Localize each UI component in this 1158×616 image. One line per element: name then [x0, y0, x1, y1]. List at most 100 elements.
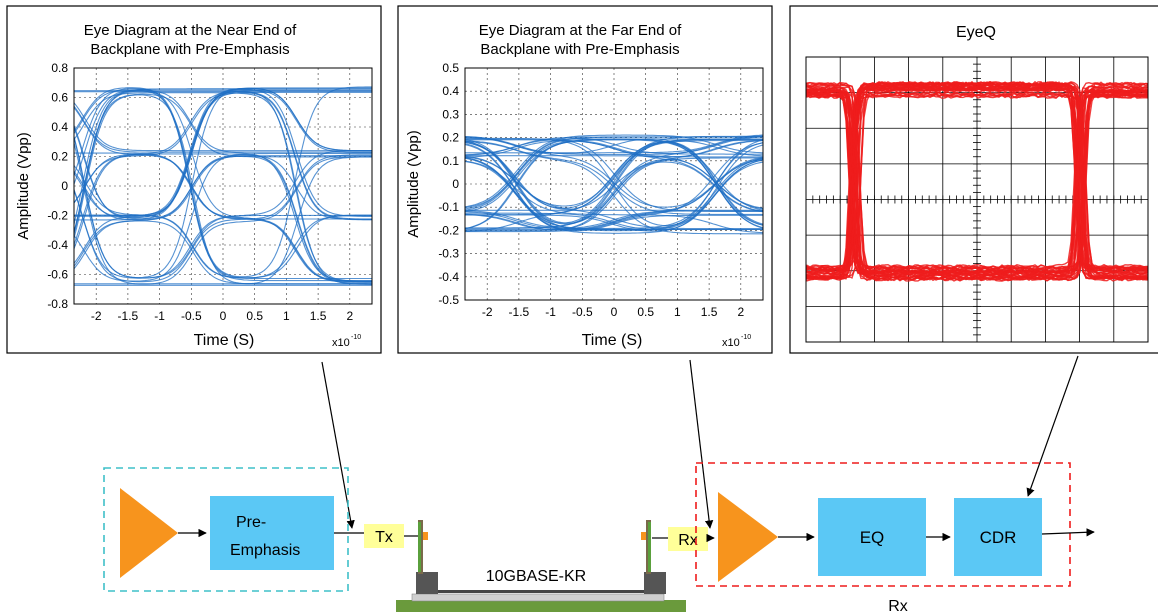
rx-group-border — [695, 462, 1071, 587]
x-tick-label: -0.5 — [572, 305, 593, 319]
y-tick-label: 0.2 — [51, 150, 68, 164]
eye-trace — [465, 144, 763, 234]
eye-trace — [74, 214, 372, 280]
near-end-y-tick-labels: 0.8 0.6 0.4 0.2 0 -0.2 -0.4 -0.6 -0.8 — [47, 61, 68, 311]
eyeq-pointer-arrow — [1026, 355, 1079, 497]
eye-trace — [465, 140, 763, 212]
far-end-eye-traces — [465, 134, 763, 235]
cdr-output-arrow — [1041, 528, 1095, 537]
far-end-x-exponent-power: -10 — [741, 334, 751, 341]
far-end-title-line1: Eye Diagram at the Far End of — [479, 22, 682, 39]
tx-amplifier-icon — [120, 488, 178, 578]
eye-trace — [465, 134, 763, 208]
eye-trace — [465, 140, 763, 215]
y-tick-label: 0.1 — [442, 154, 459, 168]
y-tick-label: -0.6 — [47, 268, 68, 282]
x-tick-label: -1.5 — [509, 305, 530, 319]
rx-group-label: Rx — [888, 598, 908, 615]
far-end-y-tick-labels: 0.5 0.4 0.3 0.2 0.1 0 -0.1 -0.2 -0.3 -0.4 -0.5 — [438, 61, 459, 307]
eye-trace — [465, 137, 763, 227]
eye-trace — [74, 93, 372, 235]
x-tick-label: -2 — [482, 305, 493, 319]
x-tick-label: 0.5 — [246, 309, 263, 323]
eye-trace — [74, 140, 372, 285]
pre-emphasis-block — [210, 496, 334, 570]
y-tick-label: -0.1 — [438, 200, 459, 214]
eq-label: EQ — [860, 528, 885, 547]
eyeq-trace — [806, 93, 1148, 271]
eye-trace — [465, 210, 763, 231]
eye-trace — [74, 150, 372, 279]
cdr-block — [954, 498, 1042, 576]
y-tick-label: 0.6 — [51, 91, 68, 105]
eyeq-trace — [806, 83, 1148, 274]
eye-trace — [465, 157, 763, 231]
x-tick-label: 2 — [346, 309, 353, 323]
eyeq-trace — [806, 88, 1148, 279]
far-end-plot-border — [464, 67, 764, 301]
far-end-panel: Eye Diagram at the Far End of Backplane … — [397, 5, 773, 354]
x-tick-label: 1.5 — [310, 309, 327, 323]
tx-label: Tx — [375, 529, 393, 546]
y-tick-label: -0.3 — [438, 247, 459, 261]
y-tick-label: 0.2 — [442, 131, 459, 145]
eye-trace — [74, 87, 372, 279]
eyeq-trace — [806, 83, 1148, 269]
near-end-pointer-arrow — [321, 361, 355, 529]
eye-trace — [465, 141, 763, 235]
eyeq-trace — [806, 85, 1148, 280]
x-tick-label: 2 — [737, 305, 744, 319]
eq-block — [818, 498, 926, 576]
block-diagram: Pre- Emphasis Tx 10GBASE-KR Rx — [103, 462, 1095, 615]
x-tick-label: 0 — [611, 305, 618, 319]
cdr-label: CDR — [980, 528, 1017, 547]
x-tick-label: -1.5 — [118, 309, 139, 323]
eye-trace — [74, 89, 372, 282]
y-tick-label: -0.2 — [438, 223, 459, 237]
tx-label-box — [364, 524, 404, 548]
near-end-x-axis-label: Time (S) — [194, 332, 255, 349]
y-tick-label: 0.4 — [51, 120, 68, 134]
near-end-plot-border — [73, 67, 373, 305]
y-tick-label: 0.5 — [442, 61, 459, 75]
eye-trace — [74, 88, 372, 236]
near-end-title-line1: Eye Diagram at the Near End of — [84, 22, 297, 39]
y-tick-label: -0.5 — [438, 293, 459, 307]
eye-trace — [74, 89, 372, 282]
far-end-y-axis-label: Amplitude (Vpp) — [405, 130, 422, 238]
x-tick-label: -1 — [154, 309, 165, 323]
far-end-pointer-arrow — [689, 359, 714, 529]
eye-trace — [74, 152, 372, 282]
pre-emphasis-label-line1: Pre- — [236, 514, 266, 531]
near-end-title-line2: Backplane with Pre-Emphasis — [90, 41, 289, 58]
y-tick-label: -0.4 — [438, 270, 459, 284]
eye-trace — [74, 105, 372, 153]
eye-trace — [74, 88, 372, 265]
y-tick-label: 0.3 — [442, 107, 459, 121]
eyeq-plot-border — [805, 56, 1149, 343]
eye-trace — [465, 140, 763, 211]
eyeq-traces — [806, 80, 1148, 282]
eye-trace — [74, 154, 372, 283]
rx-amplifier-icon — [718, 492, 778, 582]
eyeq-title: EyeQ — [956, 24, 996, 41]
backplane-label: 10GBASE-KR — [486, 568, 586, 585]
y-tick-label: 0.8 — [51, 61, 68, 75]
x-tick-label: 1.5 — [701, 305, 718, 319]
x-tick-label: -2 — [91, 309, 102, 323]
far-end-x-tick-labels: -2 -1.5 -1 -0.5 0 0.5 1 1.5 2 — [482, 305, 745, 319]
eyeq-panel: EyeQ — [789, 5, 1158, 354]
near-end-x-exponent-power: -10 — [351, 334, 361, 341]
rx-label-box — [668, 527, 708, 551]
eye-trace — [465, 135, 763, 229]
eyeq-frame — [789, 5, 1158, 354]
eye-trace — [465, 136, 763, 208]
backplane-icon — [396, 520, 686, 612]
far-end-frame — [397, 5, 773, 354]
eye-trace — [465, 139, 763, 229]
eye-trace — [465, 142, 763, 231]
tx-group-border — [103, 467, 349, 592]
x-tick-label: 1 — [674, 305, 681, 319]
eye-trace — [465, 137, 763, 209]
x-tick-label: -0.5 — [181, 309, 202, 323]
